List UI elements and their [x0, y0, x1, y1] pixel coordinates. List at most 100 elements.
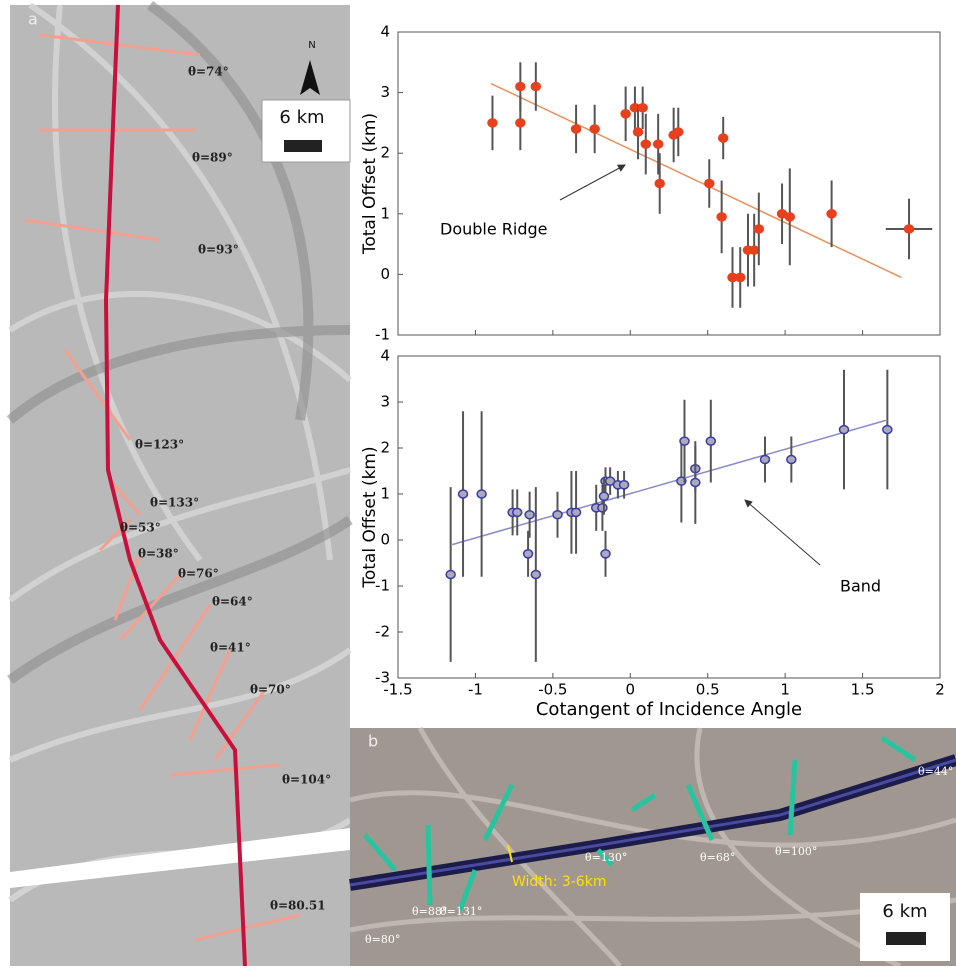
point — [488, 119, 497, 127]
angle-label: θ=123° — [135, 438, 184, 452]
point — [754, 225, 763, 233]
scale-label: 6 km — [882, 901, 927, 922]
x-tick-label: -1.5 — [383, 681, 412, 699]
point — [680, 437, 689, 445]
angle-label: θ=133° — [150, 496, 199, 510]
page: a N 6 km θ=74° θ=89° θ=93° θ=123° θ=133° θ=53… — [0, 0, 956, 970]
angle-label: θ=89° — [192, 151, 233, 165]
y-tick-label: 3 — [380, 83, 390, 101]
point — [787, 456, 796, 464]
point — [598, 504, 607, 512]
y-tick-label: 2 — [380, 144, 390, 162]
x-tick-label: 1.5 — [851, 681, 875, 699]
point — [531, 571, 540, 579]
annotation: Double Ridge — [440, 220, 548, 239]
point — [525, 511, 534, 519]
angle-label: θ=131° — [440, 905, 482, 918]
point — [516, 119, 525, 127]
point — [524, 550, 533, 558]
point — [839, 426, 848, 434]
y-tick-label: -2 — [375, 623, 390, 641]
angle-label: θ=100° — [775, 845, 817, 858]
point — [827, 210, 836, 218]
angle-label: θ=68° — [700, 851, 735, 864]
x-tick-label: 0 — [626, 681, 636, 699]
point — [590, 125, 599, 133]
point — [691, 479, 700, 487]
angle-label: θ=70° — [250, 683, 291, 697]
point — [572, 508, 581, 516]
scale-bar — [886, 932, 926, 945]
angle-label: θ=41° — [210, 641, 251, 655]
panel-label: a — [28, 10, 38, 29]
panel-label: b — [368, 732, 378, 751]
point — [641, 140, 650, 148]
point — [705, 180, 714, 188]
x-tick-label: 1 — [780, 681, 790, 699]
angle-label: θ=76° — [178, 567, 219, 581]
angle-label: θ=80.51 — [270, 899, 326, 913]
point — [736, 273, 745, 281]
point — [516, 83, 525, 91]
point — [446, 571, 455, 579]
point — [553, 511, 562, 519]
angle-label: θ=74° — [188, 65, 229, 79]
point — [477, 490, 486, 498]
y-tick-label: 3 — [380, 393, 390, 411]
angle-label: θ=53° — [120, 521, 161, 535]
point — [620, 481, 629, 489]
point — [513, 508, 522, 516]
point — [531, 83, 540, 91]
point — [599, 492, 608, 500]
point — [905, 225, 914, 233]
angle-label: θ=93° — [198, 243, 239, 257]
angle-label: θ=104° — [282, 773, 331, 787]
angle-label: θ=44° — [918, 765, 953, 778]
angle-label: θ=80° — [365, 933, 400, 946]
point — [572, 125, 581, 133]
y-tick-label: 1 — [380, 485, 390, 503]
x-tick-label: -0.5 — [538, 681, 567, 699]
north-label: N — [308, 40, 315, 51]
figure: a N 6 km θ=74° θ=89° θ=93° θ=123° θ=133° θ=53… — [0, 0, 956, 966]
point — [883, 426, 892, 434]
y-tick-label: 0 — [380, 265, 390, 283]
point — [601, 550, 610, 558]
x-axis-label: Cotangent of Incidence Angle — [536, 699, 802, 720]
point — [706, 437, 715, 445]
y-tick-label: 0 — [380, 531, 390, 549]
width-label: Width: 3-6km — [512, 874, 606, 890]
point — [785, 213, 794, 221]
x-tick-label: 2 — [935, 681, 945, 699]
y-tick-label: -1 — [375, 326, 390, 344]
charts: -101234Total Offset (km)Double Ridge-3-2… — [360, 23, 945, 721]
panel-a: a N 6 km θ=74° θ=89° θ=93° θ=123° θ=133° θ=53… — [10, 5, 350, 966]
point — [761, 456, 770, 464]
y-axis-label: Total Offset (km) — [360, 446, 380, 588]
point — [638, 104, 647, 112]
point — [674, 128, 683, 136]
plot-frame — [398, 356, 940, 678]
y-tick-label: 4 — [380, 347, 390, 365]
y-axis-label: Total Offset (km) — [360, 113, 380, 255]
plot-frame — [398, 32, 940, 335]
point — [634, 128, 643, 136]
angle-label: θ=130° — [585, 851, 627, 864]
annotation: Band — [840, 577, 881, 596]
point — [719, 134, 728, 142]
point — [459, 490, 468, 498]
angle-label: θ=64° — [212, 595, 253, 609]
angle-label: θ=38° — [138, 547, 179, 561]
point — [655, 180, 664, 188]
scale-bar — [284, 140, 322, 152]
scale-label: 6 km — [279, 107, 324, 128]
point — [621, 110, 630, 118]
point — [750, 246, 759, 254]
point — [717, 213, 726, 221]
point — [654, 140, 663, 148]
x-tick-label: 0.5 — [696, 681, 720, 699]
panel-b: Width: 3-6km b 6 km θ=88°θ=131°θ=80°θ=13… — [350, 728, 956, 966]
y-tick-label: 1 — [380, 204, 390, 222]
x-tick-label: -1 — [468, 681, 483, 699]
y-tick-label: 2 — [380, 439, 390, 457]
